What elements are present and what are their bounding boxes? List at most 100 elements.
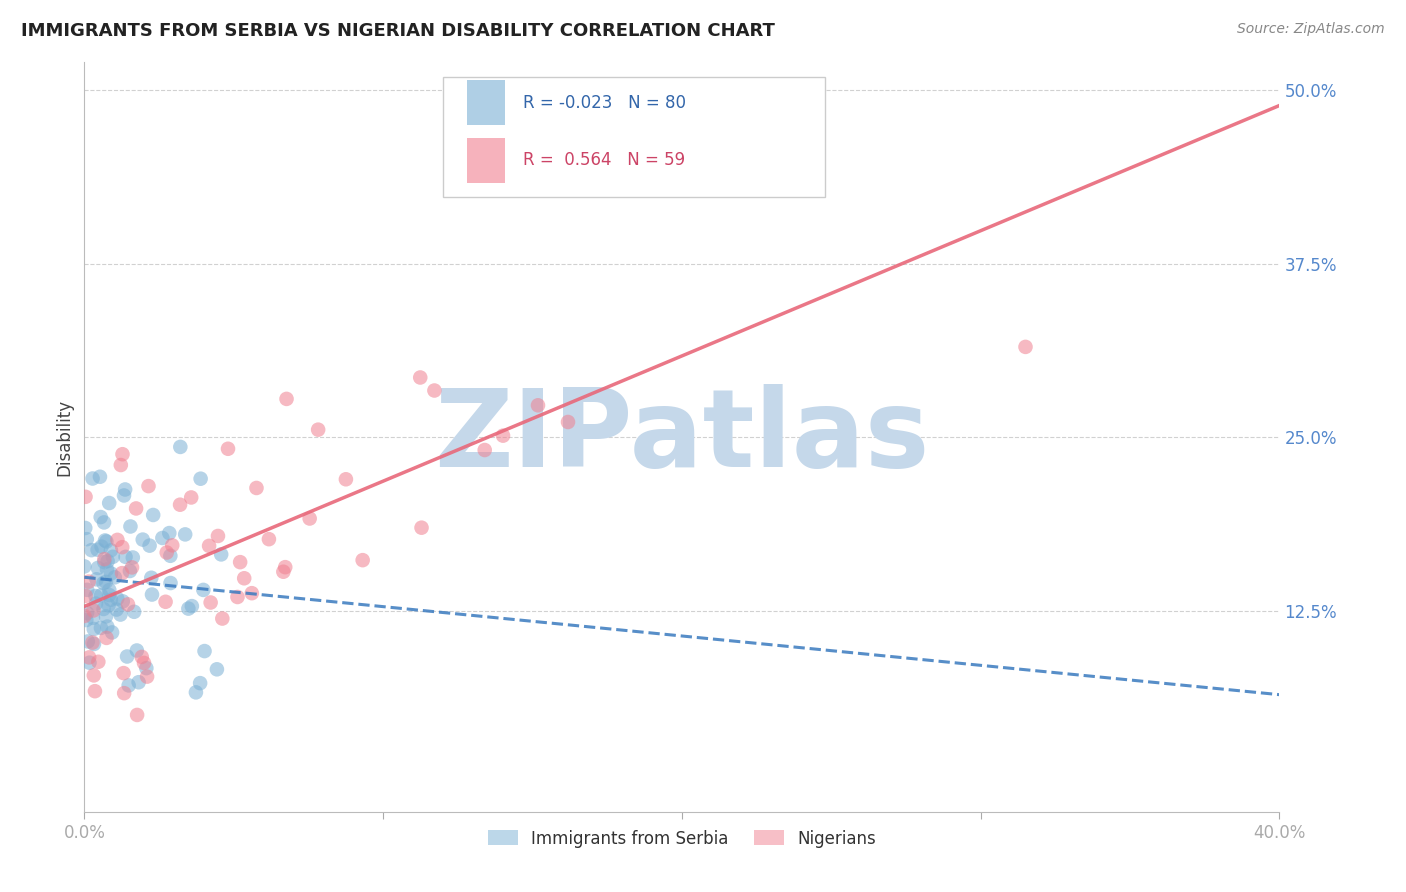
Text: Source: ZipAtlas.com: Source: ZipAtlas.com xyxy=(1237,22,1385,37)
Point xyxy=(82,611,104,625)
Text: R =  0.564   N = 59: R = 0.564 N = 59 xyxy=(523,152,685,169)
Point xyxy=(105,591,128,606)
Point xyxy=(138,539,160,553)
Point xyxy=(73,559,96,574)
Point xyxy=(159,576,181,591)
Point xyxy=(75,490,97,504)
Point xyxy=(121,550,143,565)
Point xyxy=(83,668,105,682)
Point xyxy=(136,670,159,684)
Point xyxy=(209,548,232,562)
Point xyxy=(474,442,496,457)
Point xyxy=(257,532,280,546)
Text: R = -0.023   N = 80: R = -0.023 N = 80 xyxy=(523,94,686,112)
Point xyxy=(198,539,221,553)
Point xyxy=(110,607,132,622)
Point xyxy=(94,533,117,548)
Point xyxy=(207,529,229,543)
Point xyxy=(141,588,163,602)
Point xyxy=(112,666,135,681)
Point xyxy=(76,582,98,597)
Point xyxy=(111,594,134,608)
FancyBboxPatch shape xyxy=(443,78,825,197)
Point xyxy=(79,656,101,670)
Point xyxy=(107,533,129,547)
Point xyxy=(567,166,589,180)
Point xyxy=(76,606,98,620)
Point xyxy=(90,588,112,602)
Point xyxy=(131,649,153,664)
Point xyxy=(125,501,148,516)
Point xyxy=(80,543,103,558)
Text: ZIPatlas: ZIPatlas xyxy=(434,384,929,490)
Point xyxy=(83,637,105,651)
Point xyxy=(75,521,97,535)
Point xyxy=(98,496,121,510)
Point xyxy=(90,540,112,554)
Point xyxy=(122,605,145,619)
Point xyxy=(174,527,197,541)
Point xyxy=(120,519,142,533)
Point xyxy=(193,644,215,658)
FancyBboxPatch shape xyxy=(467,138,505,183)
Point xyxy=(100,566,122,581)
Point xyxy=(82,471,104,485)
Point xyxy=(101,549,124,564)
Point xyxy=(226,590,249,604)
Point xyxy=(152,531,174,545)
Point xyxy=(96,631,118,645)
Point xyxy=(307,423,329,437)
Point xyxy=(86,572,108,586)
Point xyxy=(245,481,267,495)
Point xyxy=(76,532,98,546)
Point xyxy=(82,635,104,649)
Point xyxy=(229,555,252,569)
Point xyxy=(114,483,136,497)
Point xyxy=(77,574,100,589)
Point xyxy=(117,598,139,612)
Point xyxy=(141,571,163,585)
Point xyxy=(240,586,263,600)
Point xyxy=(98,582,121,597)
Point xyxy=(93,602,115,616)
Point xyxy=(118,678,141,692)
Point xyxy=(211,611,233,625)
Point xyxy=(118,564,141,578)
Point xyxy=(94,574,117,589)
Point xyxy=(135,661,157,675)
Point xyxy=(82,603,104,617)
Point xyxy=(97,554,120,568)
Point xyxy=(138,479,160,493)
Point xyxy=(180,491,202,505)
Point xyxy=(409,370,432,384)
Point xyxy=(132,656,155,670)
Point xyxy=(93,552,115,566)
Point xyxy=(110,458,132,472)
Point xyxy=(87,561,110,575)
Point xyxy=(112,488,135,502)
Point xyxy=(411,521,433,535)
Point xyxy=(190,472,212,486)
Point xyxy=(94,609,117,624)
Point xyxy=(162,538,184,552)
Point xyxy=(492,428,515,442)
Point xyxy=(200,595,222,609)
Point xyxy=(157,526,180,541)
Point xyxy=(169,440,191,454)
Point xyxy=(100,592,122,607)
Point xyxy=(233,571,256,585)
Point xyxy=(76,634,98,648)
Y-axis label: Disability: Disability xyxy=(55,399,73,475)
Point xyxy=(156,545,179,559)
Point xyxy=(557,415,579,429)
Point xyxy=(100,543,122,558)
Point xyxy=(111,540,134,554)
Point xyxy=(84,589,107,603)
Point xyxy=(180,599,202,613)
Point xyxy=(352,553,374,567)
Point xyxy=(1014,340,1036,354)
Point xyxy=(423,384,446,398)
Point xyxy=(84,597,107,611)
Point xyxy=(86,542,108,557)
Point xyxy=(114,549,136,564)
